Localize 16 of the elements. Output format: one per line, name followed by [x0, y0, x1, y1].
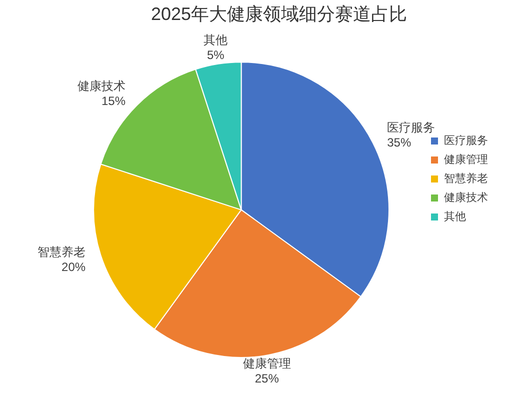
data-label: 25%	[254, 371, 280, 386]
data-label: 20%	[62, 260, 86, 274]
slice-label: 健康技术	[77, 78, 126, 93]
slice-label: 智慧养老	[38, 245, 86, 260]
slice-label: 健康管理	[242, 356, 291, 370]
data-label: 35%	[387, 135, 412, 150]
legend-label: 医疗服务	[444, 134, 488, 148]
legend-label: 智慧养老	[444, 172, 488, 186]
slice-label: 其他	[204, 32, 228, 47]
data-label: 5%	[206, 48, 225, 62]
data-label: 15%	[101, 94, 126, 108]
legend-label: 健康管理	[444, 153, 488, 166]
slice-label: 医疗服务	[387, 120, 436, 134]
legend-label: 健康技术	[444, 191, 488, 204]
chart-title: 2025年大健康领域细分赛道占比	[150, 4, 408, 24]
legend-label: 其他	[444, 210, 466, 224]
